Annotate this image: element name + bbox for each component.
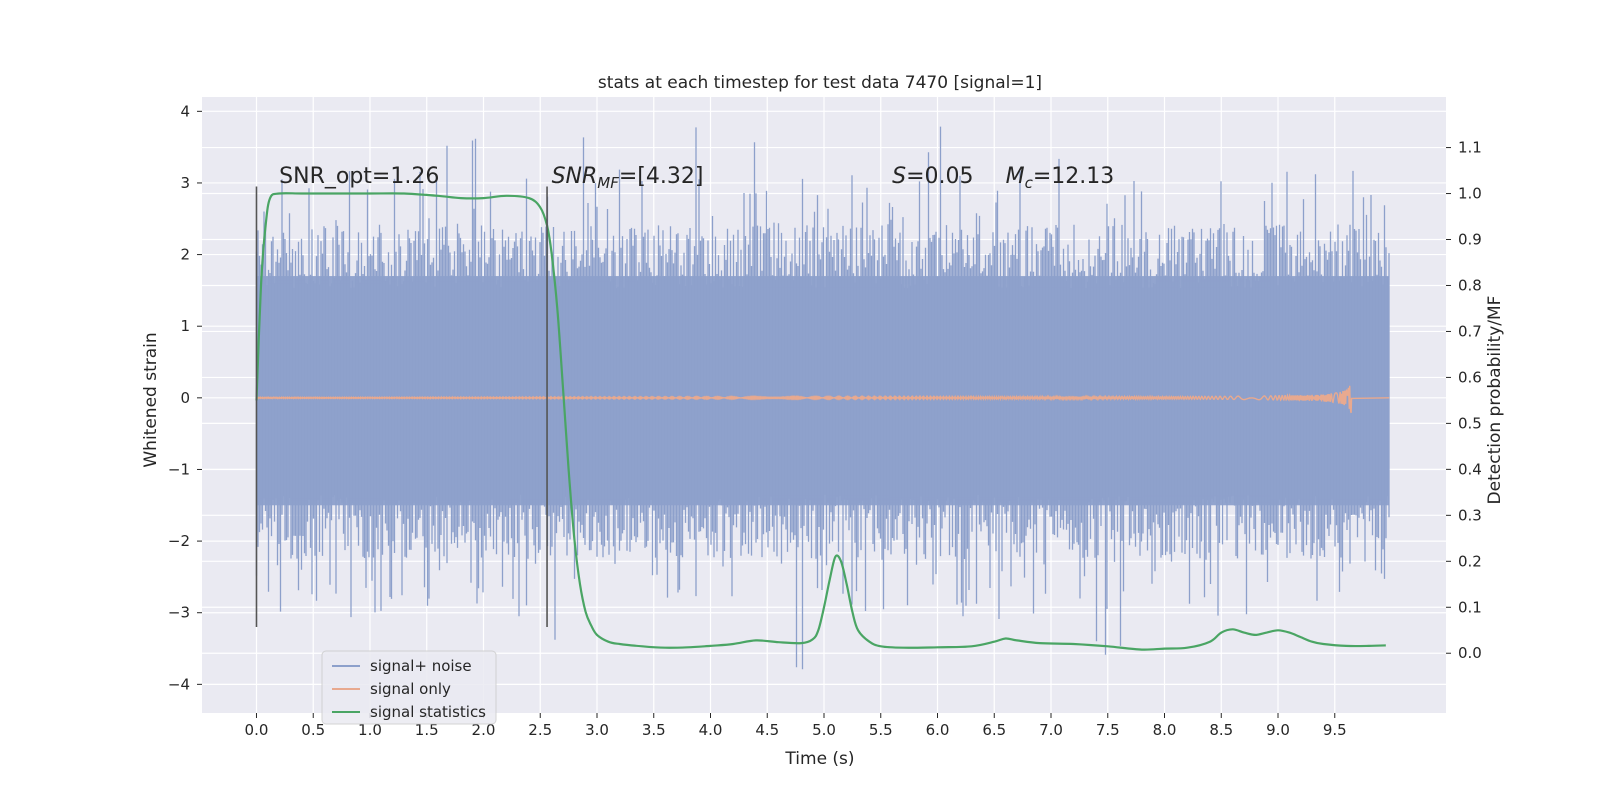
y2-tick-label: 0.3	[1458, 506, 1482, 524]
signal-only-series	[255, 385, 1390, 414]
y-tick-label: −4	[168, 675, 190, 693]
annotations: SNR_opt=1.26 SNRMF=[4.32] S=0.05 Mc=12.13	[279, 164, 1114, 192]
y2-tick-label: 1.1	[1458, 139, 1482, 157]
y-axis-right: 1.1 1.0 0.9 0.8 0.7 0.6 0.5 0.4 0.3 0.2 0.1 0.0	[1446, 139, 1482, 662]
signal-only-line	[255, 385, 1390, 414]
x-tick-label: 5.5	[869, 721, 893, 739]
x-tick-label: 8.5	[1209, 721, 1233, 739]
y-tick-label: 4	[180, 102, 190, 120]
x-tick-label: 7.0	[1039, 721, 1063, 739]
marker-lines	[255, 186, 548, 628]
legend-label: signal statistics	[370, 703, 486, 721]
y-axis-label: Whitened strain	[141, 332, 161, 467]
y2-axis-label: Detection probability/MF	[1485, 296, 1505, 505]
legend-label: signal+ noise	[370, 657, 472, 675]
legend: signal+ noise signal only signal statistic…	[321, 650, 497, 725]
legend-box	[321, 650, 497, 725]
y-tick-label: −3	[168, 604, 190, 622]
x-tick-label: 1.0	[358, 721, 382, 739]
y2-tick-label: 1.0	[1458, 185, 1482, 203]
y-axis-left: 4 3 2 1 0 −1 −2 −3 −4	[168, 102, 202, 693]
signal-statistics-series	[255, 192, 1386, 651]
x-axis-label: Time (s)	[784, 749, 854, 769]
signal-statistics-line	[255, 192, 1386, 651]
y-tick-label: 0	[180, 389, 190, 407]
x-tick-label: 0.0	[245, 721, 269, 739]
annotation: S=0.05	[892, 164, 973, 189]
signal-noise-series	[255, 126, 1390, 670]
y2-tick-label: 0.9	[1458, 231, 1482, 249]
annotation: SNRMF=[4.32]	[552, 164, 704, 192]
y-tick-label: 3	[180, 174, 190, 192]
x-tick-label: 9.5	[1323, 721, 1347, 739]
y-tick-label: 2	[180, 246, 190, 264]
annotation: Mc=12.13	[1006, 164, 1115, 192]
x-axis: 0.0 0.5 1.0 1.5 2.0 2.5 3.0 3.5 4.0 4.5 5.0 5.5 6.0 6…	[245, 713, 1347, 739]
y2-tick-label: 0.1	[1458, 598, 1482, 616]
annotation: SNR_opt=1.26	[279, 164, 439, 189]
x-tick-label: 8.0	[1153, 721, 1177, 739]
y2-tick-label: 0.8	[1458, 276, 1482, 294]
x-tick-label: 7.5	[1096, 721, 1120, 739]
y-tick-label: 1	[180, 317, 190, 335]
y2-tick-label: 0.6	[1458, 368, 1482, 386]
x-tick-label: 0.5	[301, 721, 325, 739]
x-tick-label: 1.5	[415, 721, 439, 739]
x-tick-label: 3.5	[642, 721, 666, 739]
y-tick-label: −2	[168, 532, 190, 550]
x-tick-label: 6.5	[982, 721, 1006, 739]
x-tick-label: 2.5	[528, 721, 552, 739]
x-tick-label: 4.5	[755, 721, 779, 739]
x-tick-label: 4.0	[699, 721, 723, 739]
y2-tick-label: 0.4	[1458, 460, 1482, 478]
y-tick-label: −1	[168, 460, 190, 478]
y2-tick-label: 0.7	[1458, 322, 1482, 340]
y2-tick-label: 0.2	[1458, 552, 1482, 570]
y2-tick-label: 0.5	[1458, 414, 1482, 432]
legend-label: signal only	[370, 680, 451, 698]
x-tick-label: 9.0	[1266, 721, 1290, 739]
x-tick-label: 5.0	[812, 721, 836, 739]
x-tick-label: 6.0	[926, 721, 950, 739]
y2-tick-label: 0.0	[1458, 644, 1482, 662]
x-tick-label: 2.0	[472, 721, 496, 739]
chart-title: stats at each timestep for test data 747…	[598, 73, 1042, 93]
x-tick-label: 3.0	[585, 721, 609, 739]
